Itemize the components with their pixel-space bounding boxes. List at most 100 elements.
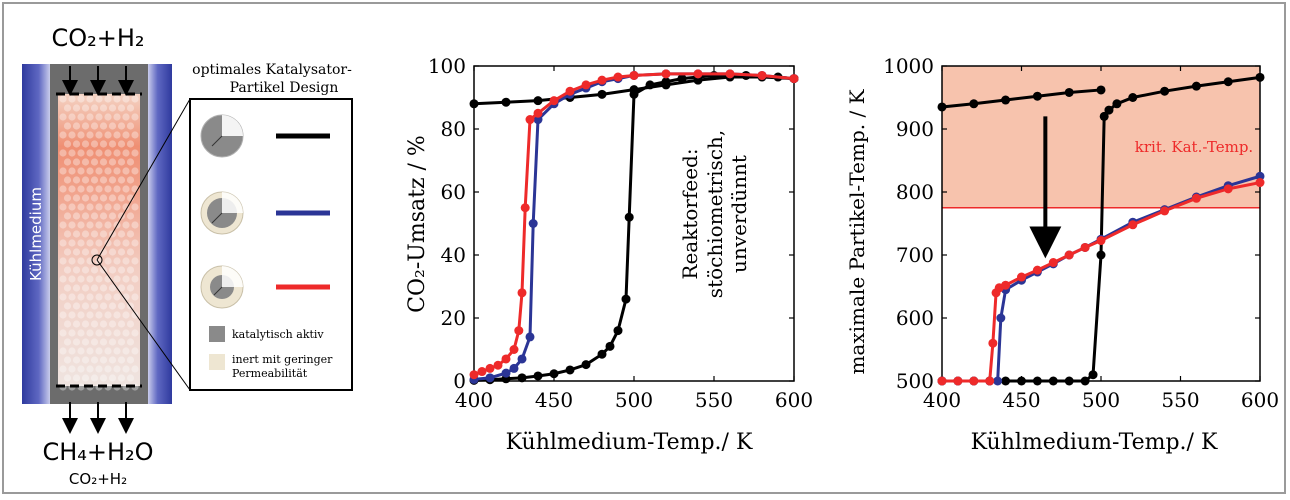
bed-particle — [68, 275, 76, 283]
bed-particle — [122, 329, 130, 337]
particle-temp-chart: 400 450 500 550 600 500 600 700 800 900 1000 krit.… — [845, 54, 1279, 455]
bed-particle — [81, 194, 90, 202]
bed-particle — [104, 329, 112, 337]
bed-particle — [104, 365, 112, 373]
bed-particle — [117, 284, 126, 292]
bed-particle — [126, 140, 135, 148]
data-point-black — [1001, 95, 1011, 105]
data-point-red — [469, 370, 479, 380]
bed-particle — [63, 230, 72, 238]
data-point-black — [624, 212, 634, 222]
bed-particle — [99, 302, 108, 310]
data-point-blue — [525, 332, 535, 342]
bed-particle — [117, 248, 126, 256]
bed-particle — [63, 302, 72, 310]
data-point-black — [517, 373, 527, 383]
bed-particle — [104, 95, 112, 103]
data-point-red — [937, 376, 947, 386]
data-point-black — [501, 97, 511, 107]
data-point-blue — [501, 368, 511, 378]
catalyst-bed — [58, 94, 140, 386]
bed-particle — [68, 149, 76, 157]
particle-cutaway — [222, 266, 243, 287]
x-tick-label: 450 — [535, 388, 573, 412]
bed-particle — [86, 347, 94, 355]
data-point-red — [509, 345, 519, 354]
data-point-black — [581, 360, 591, 370]
bed-particle — [77, 167, 85, 175]
data-point-red — [581, 80, 591, 90]
bed-particle — [126, 230, 135, 238]
bed-particle — [108, 104, 117, 112]
bed-particle — [90, 284, 99, 292]
data-point-red — [520, 203, 530, 213]
bed-particle — [131, 221, 139, 229]
data-point-red — [1080, 242, 1090, 252]
data-point-red — [1032, 265, 1042, 275]
bed-particle — [104, 131, 112, 139]
bed-particle — [104, 311, 112, 319]
bed-particle — [131, 203, 139, 211]
bed-particle — [86, 185, 94, 193]
data-point-red — [493, 360, 503, 370]
series-line-black — [941, 88, 1102, 109]
bed-particle — [126, 122, 135, 130]
data-point-red — [477, 367, 487, 377]
bed-particle — [131, 167, 139, 175]
bed-particle — [77, 311, 85, 319]
bed-particle — [104, 167, 112, 175]
x-tick-label: 600 — [775, 388, 813, 412]
data-point-black — [1096, 250, 1106, 260]
bed-particle — [131, 275, 139, 283]
bed-particle — [104, 113, 112, 121]
bed-particle — [90, 212, 99, 220]
x-tick-label: 500 — [615, 388, 653, 412]
data-point-red — [969, 376, 979, 386]
bed-particle — [81, 104, 90, 112]
bed-particle — [59, 275, 67, 283]
bed-particle — [72, 212, 81, 220]
bed-particle — [68, 239, 76, 247]
bed-particle — [68, 311, 76, 319]
bed-particle — [126, 356, 135, 364]
bed-particle — [117, 158, 126, 166]
bed-particle — [99, 248, 108, 256]
data-point-black — [1048, 376, 1058, 386]
bed-particle — [59, 149, 67, 157]
bed-particle — [126, 176, 135, 184]
bed-particle — [81, 248, 90, 256]
bed-particle — [77, 149, 85, 157]
bed-particle — [68, 113, 76, 121]
bed-particle — [68, 203, 76, 211]
data-point-black — [1160, 86, 1170, 96]
data-point-black — [1064, 87, 1074, 97]
x-tick-label: 550 — [1161, 388, 1199, 412]
bed-particle — [122, 221, 130, 229]
inert-swatch — [209, 354, 225, 370]
bed-particle — [99, 356, 108, 364]
bed-particle — [59, 257, 67, 265]
bed-particle — [108, 248, 117, 256]
data-point-black — [969, 99, 979, 109]
bed-particle — [95, 131, 103, 139]
bed-particle — [90, 320, 99, 328]
data-point-red — [1255, 178, 1265, 188]
catalyst-particles — [59, 95, 139, 391]
y-tick-label: 700 — [896, 243, 934, 267]
coolant-label: Kühlmedium — [27, 187, 45, 281]
y-tick-label: 0 — [453, 369, 466, 393]
x-tick-label: 400 — [923, 388, 961, 412]
bed-particle — [122, 239, 130, 247]
x-tick-label: 600 — [1241, 388, 1279, 412]
bed-particle — [113, 167, 121, 175]
bed-particle — [81, 230, 90, 238]
zoom-line-bottom — [96, 259, 191, 391]
data-point-red — [629, 70, 639, 80]
data-point-black — [1080, 376, 1090, 386]
coolant-right — [148, 64, 172, 404]
bed-particle — [72, 140, 81, 148]
data-point-black — [1032, 91, 1042, 101]
bed-particle — [95, 275, 103, 283]
particle-radius-mark — [211, 212, 223, 224]
bed-particle — [77, 131, 85, 139]
